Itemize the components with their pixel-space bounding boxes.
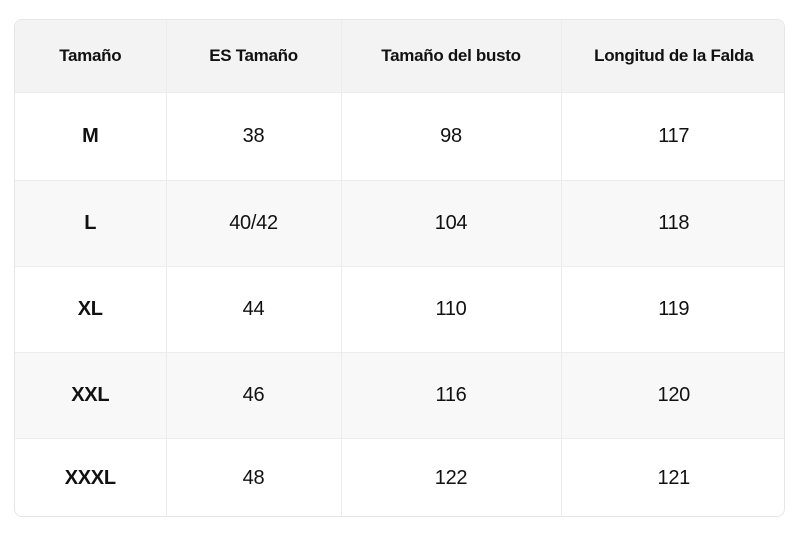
table-row: L 40/42 104 118 bbox=[15, 180, 784, 267]
table-row: XXXL 48 122 121 bbox=[15, 438, 784, 516]
size-table-container: Tamaño ES Tamaño Tamaño del busto Longitud … bbox=[14, 19, 785, 517]
table-body: M 38 98 117 L 40/42 104 118 XL 44 110 119 XXL 46 116 12… bbox=[15, 92, 784, 516]
value-cell: 117 bbox=[561, 92, 784, 181]
value-cell: 104 bbox=[341, 180, 562, 267]
value-cell: 116 bbox=[341, 352, 562, 439]
value-cell: 38 bbox=[166, 92, 342, 181]
size-cell: L bbox=[15, 180, 167, 267]
header-cell: Tamaño del busto bbox=[341, 20, 562, 93]
size-cell: XXL bbox=[15, 352, 167, 439]
value-cell: 46 bbox=[166, 352, 342, 439]
value-cell: 44 bbox=[166, 266, 342, 353]
value-cell: 122 bbox=[341, 438, 562, 516]
header-row: Tamaño ES Tamaño Tamaño del busto Longitud … bbox=[15, 20, 784, 93]
header-cell: Longitud de la Falda bbox=[561, 20, 784, 93]
size-cell: M bbox=[15, 92, 167, 181]
table-header: Tamaño ES Tamaño Tamaño del busto Longitud … bbox=[15, 20, 784, 93]
value-cell: 121 bbox=[657, 466, 691, 489]
value-cell: 48 bbox=[166, 438, 342, 516]
value-cell: 110 bbox=[341, 266, 562, 353]
header-cell: Tamaño bbox=[15, 20, 167, 93]
value-cell: 118 bbox=[561, 180, 784, 267]
value-cell: 40/42 bbox=[166, 180, 342, 267]
value-cell: 120 bbox=[561, 352, 784, 439]
value-cell: 119 bbox=[561, 266, 784, 353]
value-cell: 98 bbox=[341, 92, 562, 181]
table-row: XXL 46 116 120 bbox=[15, 352, 784, 439]
size-table: Tamaño ES Tamaño Tamaño del busto Longitud … bbox=[15, 20, 784, 516]
table-row: XL 44 110 119 bbox=[15, 266, 784, 353]
size-cell: XL bbox=[15, 266, 167, 353]
header-cell: ES Tamaño bbox=[166, 20, 342, 93]
size-cell: XXXL bbox=[15, 438, 167, 516]
table-row: M 38 98 117 bbox=[15, 92, 784, 181]
